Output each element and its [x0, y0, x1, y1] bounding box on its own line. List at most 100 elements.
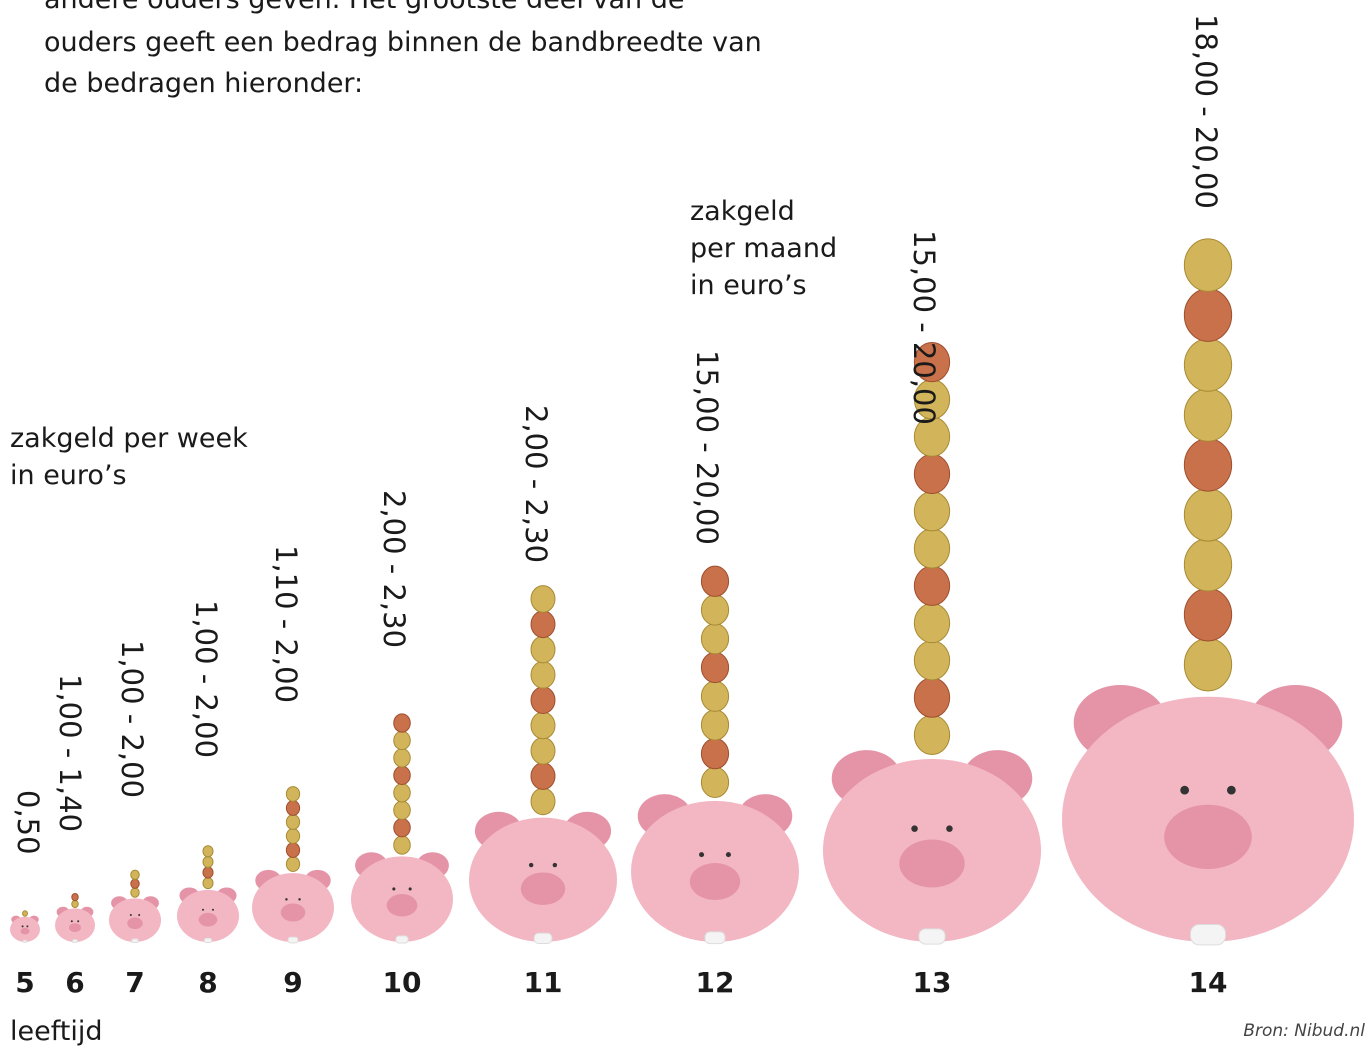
coin: [701, 739, 728, 769]
range-label: 1,00 - 2,00: [115, 640, 149, 798]
age-label: 10: [383, 966, 422, 999]
pig-eye: [71, 920, 73, 922]
coin: [701, 681, 728, 711]
pig-leg: [919, 929, 945, 944]
range-label: 1,00 - 1,40: [53, 674, 87, 832]
coin: [203, 878, 213, 889]
pig-eye: [285, 898, 287, 900]
pig-snout: [690, 863, 740, 900]
age-label: 12: [696, 966, 735, 999]
coin: [131, 870, 139, 879]
coin: [286, 815, 299, 830]
pig-snout: [1164, 805, 1252, 869]
pig-eye: [212, 909, 214, 911]
age-label: 13: [913, 966, 952, 999]
pig-leg: [534, 933, 552, 943]
coin: [1184, 339, 1231, 392]
coin: [1184, 239, 1231, 292]
pig-snout: [199, 913, 218, 927]
pig-leg: [73, 940, 78, 943]
coin: [914, 492, 949, 531]
coin: [531, 737, 555, 764]
pig-snout: [899, 840, 964, 888]
coin: [394, 731, 411, 749]
piggy-bank: [109, 870, 161, 942]
coin: [914, 603, 949, 642]
pig-eye: [946, 825, 953, 832]
coin: [286, 843, 299, 858]
pig-eye: [130, 914, 132, 916]
pig-snout: [521, 872, 565, 905]
coin: [531, 586, 555, 613]
coin: [701, 710, 728, 740]
pig-leg: [23, 940, 27, 942]
piggy-bank: [177, 846, 239, 943]
source: Bron: Nibud.nl: [1243, 1021, 1365, 1041]
coin: [701, 652, 728, 682]
coin: [701, 595, 728, 625]
piggy-bank: [469, 586, 617, 944]
coin: [701, 624, 728, 654]
pig-eye: [138, 914, 140, 916]
coin: [701, 767, 728, 797]
weekly-label: in euro’s: [10, 460, 127, 491]
coin: [701, 566, 728, 596]
coin: [72, 900, 78, 907]
coin: [394, 801, 411, 819]
coin: [286, 829, 299, 844]
coin: [1184, 439, 1231, 492]
pig-snout: [21, 928, 30, 935]
coin: [203, 867, 213, 878]
age-label: 6: [65, 966, 84, 999]
pig-eye: [392, 887, 395, 890]
range-label: 2,00 - 2,30: [519, 405, 553, 563]
age-label: 9: [283, 966, 302, 999]
coin: [131, 888, 139, 897]
pig-snout: [69, 923, 81, 932]
coin: [914, 678, 949, 717]
pig-leg: [1190, 924, 1225, 944]
monthly-label: in euro’s: [690, 270, 807, 301]
coin: [1184, 638, 1231, 691]
age-label: 14: [1189, 966, 1228, 999]
coin: [23, 911, 28, 916]
pig-eye: [699, 852, 704, 857]
coin: [1184, 389, 1231, 442]
pig-leg: [705, 932, 725, 944]
age-label: 5: [15, 966, 34, 999]
axis-label: leeftijd: [10, 1016, 102, 1047]
age-label: 11: [524, 966, 563, 999]
coin: [286, 801, 299, 816]
coin: [531, 636, 555, 663]
intro-line: andere ouders geven. Het grootste deel v…: [44, 0, 684, 15]
coin: [72, 894, 78, 901]
coin: [394, 714, 411, 732]
coin: [531, 712, 555, 739]
piggy-bank: [823, 343, 1041, 945]
range-label: 1,10 - 2,00: [269, 545, 303, 703]
pig-eye: [22, 925, 24, 927]
pig-leg: [396, 936, 408, 943]
intro-line: de bedragen hieronder:: [44, 68, 363, 99]
coin: [394, 784, 411, 802]
piggy-bank: [351, 714, 453, 943]
coin: [286, 787, 299, 802]
range-label: 0,50: [11, 790, 45, 855]
piggy-bank: [252, 787, 334, 943]
age-label: 7: [125, 966, 144, 999]
coin: [914, 641, 949, 680]
range-label: 1,00 - 2,00: [189, 600, 223, 758]
pig-snout: [281, 903, 306, 921]
coin: [286, 857, 299, 872]
range-label: 15,00 - 20,00: [907, 230, 941, 425]
pig-eye: [911, 825, 918, 832]
monthly-label: per maand: [690, 233, 837, 264]
coin: [131, 879, 139, 888]
coin: [203, 846, 213, 857]
pig-leg: [288, 937, 298, 943]
coin: [1184, 289, 1231, 342]
coin: [394, 766, 411, 784]
coin: [1184, 538, 1231, 591]
pig-eye: [726, 852, 731, 857]
pig-eye: [202, 909, 204, 911]
